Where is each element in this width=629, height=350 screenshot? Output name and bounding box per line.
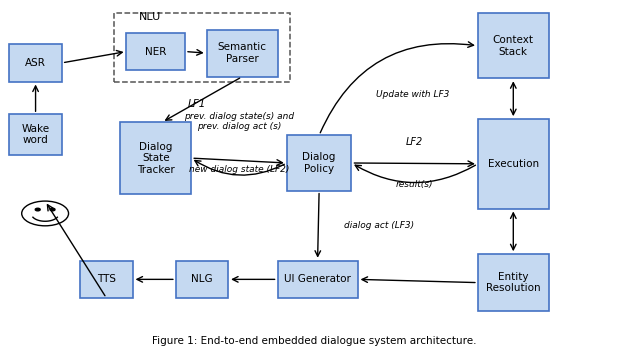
FancyArrowPatch shape: [165, 78, 240, 120]
FancyBboxPatch shape: [81, 261, 133, 298]
FancyBboxPatch shape: [9, 44, 62, 82]
Text: ASR: ASR: [25, 58, 46, 68]
FancyArrowPatch shape: [233, 276, 275, 282]
FancyBboxPatch shape: [478, 254, 548, 311]
Text: LF2: LF2: [406, 137, 423, 147]
Text: Wake
word: Wake word: [21, 124, 50, 145]
Text: Execution: Execution: [487, 159, 539, 169]
FancyArrowPatch shape: [65, 50, 122, 62]
Text: dialog act (LF3): dialog act (LF3): [344, 221, 414, 230]
Text: NER: NER: [145, 47, 167, 56]
FancyArrowPatch shape: [320, 42, 474, 133]
FancyArrowPatch shape: [33, 86, 38, 111]
Circle shape: [50, 208, 55, 211]
Text: Figure 1: End-to-end embedded dialogue system architecture.: Figure 1: End-to-end embedded dialogue s…: [152, 336, 477, 346]
FancyArrowPatch shape: [194, 158, 282, 165]
FancyBboxPatch shape: [120, 122, 191, 194]
FancyArrowPatch shape: [195, 160, 284, 175]
Text: Dialog
Policy: Dialog Policy: [303, 152, 336, 174]
Text: prev. dialog state(s) and
prev. dialog act (s): prev. dialog state(s) and prev. dialog a…: [184, 112, 294, 131]
Text: Context
Stack: Context Stack: [493, 35, 534, 57]
Text: UI Generator: UI Generator: [284, 274, 351, 284]
Text: Semantic
Parser: Semantic Parser: [218, 42, 267, 64]
FancyArrowPatch shape: [355, 165, 476, 183]
Text: NLU: NLU: [139, 12, 161, 22]
FancyBboxPatch shape: [207, 29, 277, 77]
Text: Update with LF3: Update with LF3: [376, 90, 450, 99]
FancyBboxPatch shape: [478, 13, 548, 78]
Text: Entity
Resolution: Entity Resolution: [486, 272, 540, 293]
FancyBboxPatch shape: [9, 114, 62, 155]
Text: LF1: LF1: [188, 99, 206, 110]
FancyArrowPatch shape: [511, 213, 516, 250]
Text: TTS: TTS: [97, 274, 116, 284]
FancyBboxPatch shape: [176, 261, 228, 298]
FancyArrowPatch shape: [47, 205, 105, 296]
FancyBboxPatch shape: [277, 261, 358, 298]
FancyArrowPatch shape: [511, 83, 516, 115]
FancyArrowPatch shape: [188, 50, 203, 55]
FancyArrowPatch shape: [137, 276, 173, 282]
Text: result(s): result(s): [396, 180, 433, 189]
FancyArrowPatch shape: [354, 161, 474, 167]
Text: Dialog
State
Tracker: Dialog State Tracker: [137, 141, 175, 175]
FancyArrowPatch shape: [315, 194, 321, 256]
FancyBboxPatch shape: [126, 33, 185, 70]
FancyBboxPatch shape: [478, 119, 548, 209]
Text: new dialog state (LF2): new dialog state (LF2): [189, 165, 289, 174]
Circle shape: [35, 208, 40, 211]
FancyBboxPatch shape: [287, 135, 352, 191]
FancyArrowPatch shape: [362, 277, 475, 282]
Text: NLG: NLG: [191, 274, 213, 284]
